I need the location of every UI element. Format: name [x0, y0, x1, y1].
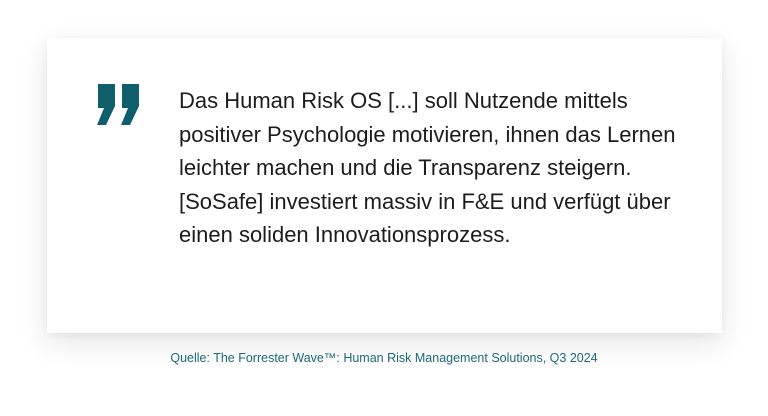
quote-text: Das Human Risk OS [...] soll Nutzende mi…: [179, 88, 676, 247]
quote-source: Quelle: The Forrester Wave™: Human Risk …: [170, 351, 598, 365]
quote-card: Das Human Risk OS [...] soll Nutzende mi…: [47, 38, 722, 333]
closing-quote-icon: [97, 84, 141, 126]
